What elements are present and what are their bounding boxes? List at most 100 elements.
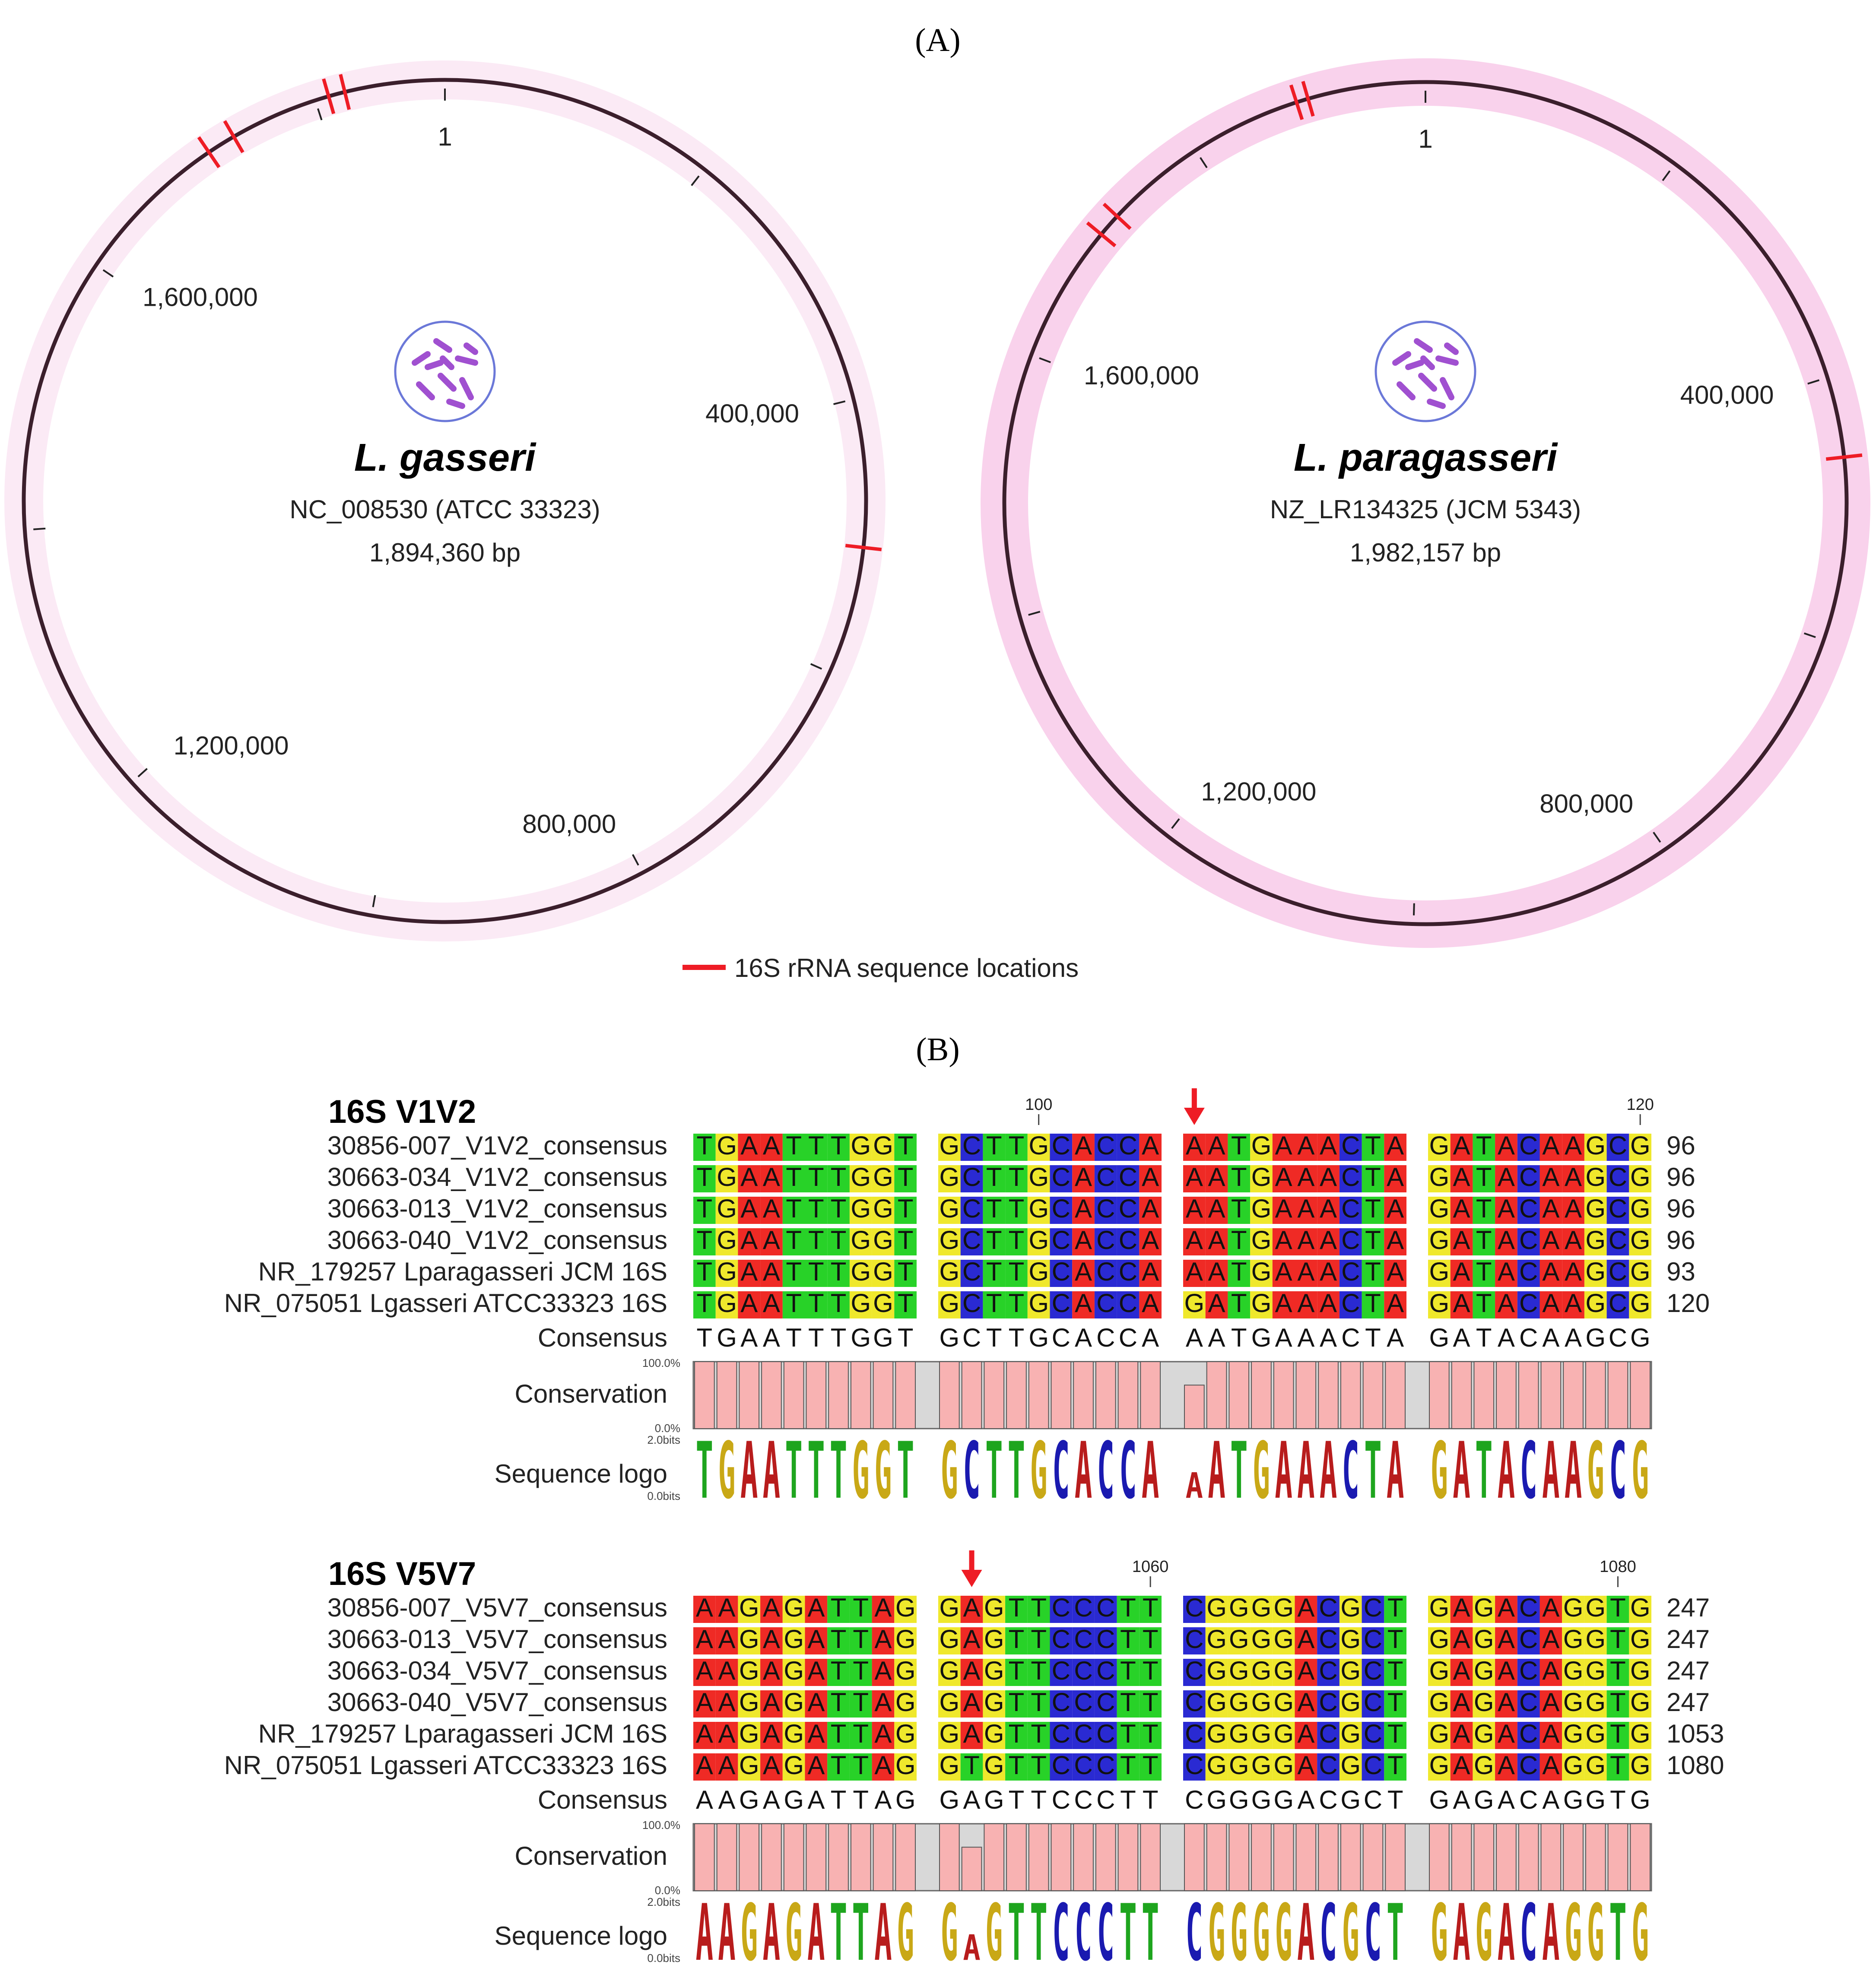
nucleotide-cell xyxy=(782,1165,805,1192)
nucleotide-letter: A xyxy=(807,1688,825,1717)
nucleotide-cell xyxy=(960,1690,983,1718)
nucleotide-letter: G xyxy=(1251,1656,1272,1685)
nucleotide-cell xyxy=(894,1228,917,1255)
conservation-bar xyxy=(716,1823,737,1891)
conservation-bar xyxy=(1228,1823,1250,1891)
nucleotide-letter: G xyxy=(1251,1688,1272,1717)
nucleotide-cell xyxy=(1584,1291,1607,1318)
nucleotide-cell xyxy=(1139,1659,1162,1686)
conservation-bar xyxy=(1563,1823,1584,1891)
nucleotide-cell xyxy=(1250,1291,1273,1318)
logo-letter: T xyxy=(1030,1888,1047,1978)
logo-letter: G xyxy=(1275,1888,1292,1978)
nucleotide-letter: A xyxy=(1075,1163,1092,1192)
nucleotide-cell xyxy=(1317,1596,1340,1623)
consensus-letter: C xyxy=(1319,1785,1337,1814)
nucleotide-cell xyxy=(938,1134,961,1161)
nucleotide-cell xyxy=(1050,1627,1073,1654)
nucleotide-cell xyxy=(760,1722,783,1749)
nucleotide-cell xyxy=(1005,1690,1028,1718)
nucleotide-cell xyxy=(1495,1228,1517,1255)
nucleotide-letter: C xyxy=(1341,1289,1360,1318)
nucleotide-letter: T xyxy=(831,1194,847,1223)
conservation-bar xyxy=(1496,1361,1517,1429)
nucleotide-letter: A xyxy=(807,1625,825,1654)
conservation-bar xyxy=(739,1823,760,1891)
nucleotide-letter: G xyxy=(1229,1719,1249,1748)
nucleotide-cell xyxy=(1295,1291,1317,1318)
logo-letter: G xyxy=(897,1888,914,1978)
logo-letter: G xyxy=(718,1426,735,1516)
rrna-mark xyxy=(339,74,351,110)
nucleotide-cell xyxy=(1205,1753,1228,1781)
consensus-letter: G xyxy=(873,1323,893,1352)
nucleotide-letter: T xyxy=(853,1625,869,1654)
nucleotide-letter: A xyxy=(874,1656,892,1685)
nucleotide-letter: T xyxy=(697,1194,713,1223)
nucleotide-cell xyxy=(1362,1291,1384,1318)
nucleotide-cell xyxy=(894,1291,917,1318)
nucleotide-cell xyxy=(1562,1165,1584,1192)
genome-position-label: 800,000 xyxy=(522,809,616,838)
nucleotide-cell xyxy=(1362,1228,1384,1255)
nucleotide-cell xyxy=(1606,1627,1629,1654)
nucleotide-cell xyxy=(1295,1165,1317,1192)
consensus-letter: A xyxy=(1275,1323,1292,1352)
nucleotide-letter: G xyxy=(984,1751,1004,1780)
nucleotide-letter: A xyxy=(1320,1194,1337,1223)
nucleotide-letter: T xyxy=(1231,1226,1247,1255)
nucleotide-letter: G xyxy=(1630,1131,1651,1160)
nucleotide-cell xyxy=(1540,1134,1562,1161)
consensus-letter: A xyxy=(1142,1323,1159,1352)
nucleotide-cell xyxy=(1094,1627,1117,1654)
nucleotide-letter: G xyxy=(1563,1688,1584,1717)
consensus-letter: C xyxy=(1519,1323,1538,1352)
nucleotide-letter: A xyxy=(1142,1131,1159,1160)
nucleotide-letter: T xyxy=(831,1719,847,1748)
consensus-letter: T xyxy=(808,1323,824,1352)
nucleotide-cell xyxy=(1517,1753,1540,1781)
nucleotide-cell xyxy=(693,1134,716,1161)
nucleotide-letter: A xyxy=(1542,1289,1559,1318)
logo-letter: G xyxy=(1632,1888,1649,1978)
bacteria-icon xyxy=(394,320,496,422)
alignment-v5v7: 16S V5V7 1060 1080 30856-007_V5V7_consensus… xyxy=(224,1550,1724,1979)
sequence-name: 30663-013_V1V2_consensus xyxy=(327,1194,667,1223)
nucleotide-cell xyxy=(1495,1627,1517,1654)
logo-letter: G xyxy=(740,1888,758,1978)
nucleotide-cell xyxy=(1473,1228,1495,1255)
nucleotide-cell xyxy=(938,1596,961,1623)
nucleotide-letter: A xyxy=(718,1625,736,1654)
nucleotide-letter: C xyxy=(1609,1257,1627,1286)
nucleotide-letter: G xyxy=(1340,1656,1361,1685)
nucleotide-letter: C xyxy=(1119,1194,1137,1223)
nucleotide-cell xyxy=(827,1134,850,1161)
consensus-letter: C xyxy=(1519,1785,1538,1814)
logo-letter: T xyxy=(1142,1888,1159,1978)
sequence-end-position: 96 xyxy=(1666,1163,1695,1192)
nucleotide-letter: C xyxy=(1519,1656,1538,1685)
nucleotide-cell xyxy=(1094,1722,1117,1749)
nucleotide-cell xyxy=(983,1722,1006,1749)
logo-letter: G xyxy=(941,1888,958,1978)
nucleotide-cell xyxy=(1272,1134,1295,1161)
sequence-end-position: 247 xyxy=(1666,1625,1710,1654)
consensus-letter: T xyxy=(697,1323,713,1352)
nucleotide-cell xyxy=(1629,1690,1651,1718)
nucleotide-letter: T xyxy=(1365,1131,1381,1160)
sequence-row: 30663-040_V5V7_consensus A A G A G A T T A G G A G T T C… xyxy=(327,1688,1710,1718)
nucleotide-cell xyxy=(782,1228,805,1255)
nucleotide-letter: G xyxy=(739,1593,759,1622)
nucleotide-cell xyxy=(1005,1228,1028,1255)
conservation-bar xyxy=(961,1361,982,1429)
nucleotide-letter: C xyxy=(1519,1163,1538,1192)
consensus-letter: G xyxy=(1340,1785,1361,1814)
nucleotide-cell xyxy=(760,1627,783,1654)
nucleotide-cell xyxy=(827,1627,850,1654)
nucleotide-cell xyxy=(1540,1197,1562,1224)
nucleotide-cell xyxy=(1250,1228,1273,1255)
nucleotide-letter: T xyxy=(1009,1751,1025,1780)
nucleotide-letter: A xyxy=(1453,1257,1470,1286)
nucleotide-cell xyxy=(1183,1722,1206,1749)
nucleotide-letter: G xyxy=(873,1257,893,1286)
